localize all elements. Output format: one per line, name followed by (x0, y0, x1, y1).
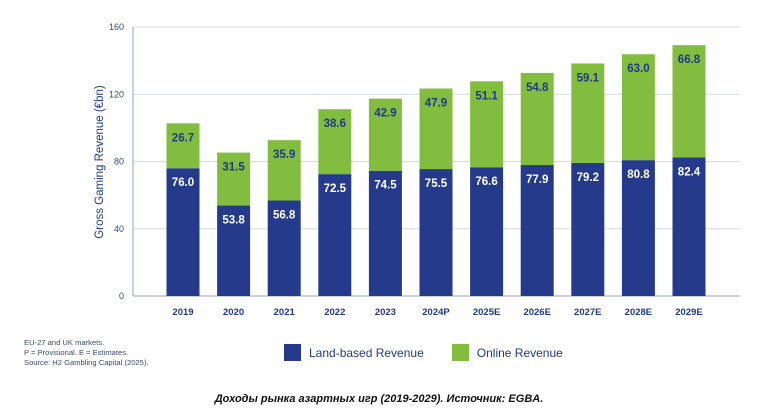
legend-label-land-based: Land-based Revenue (309, 346, 424, 360)
x-tick-label: 2023 (375, 307, 396, 318)
y-axis-ticks: 0 40 80 120 160 (109, 22, 124, 301)
legend-item-land-based: Land-based Revenue (284, 344, 424, 361)
data-label: 72.5 (324, 183, 347, 195)
legend-swatch-online (452, 344, 469, 361)
data-label: 35.9 (273, 149, 295, 161)
data-label: 74.5 (374, 180, 397, 192)
data-label: 66.8 (678, 54, 701, 66)
data-label: 77.9 (526, 174, 548, 186)
y-tick-label: 40 (114, 224, 124, 234)
y-axis-label: Gross Gaming Revenue (€bn) (94, 85, 106, 239)
bar-online (217, 153, 250, 206)
x-tick-label: 2028E (625, 307, 652, 318)
chart-notes: EU-27 and UK markets. P = Provisional. E… (24, 338, 149, 368)
y-tick-label: 80 (114, 157, 124, 167)
x-tick-label: 2024P (422, 307, 450, 318)
bars (167, 45, 706, 296)
x-tick-label: 2029E (675, 307, 702, 318)
data-label: 38.6 (324, 118, 346, 130)
data-label: 79.2 (577, 172, 599, 184)
data-label: 26.7 (172, 132, 194, 144)
data-label: 54.8 (526, 82, 549, 94)
data-label: 56.8 (273, 210, 296, 222)
data-label: 42.9 (374, 108, 396, 120)
x-axis-ticks: 2019 2020 2021 2022 2023 2024P 2025E 2026E 2027E… (172, 307, 702, 318)
stacked-bar-chart: 0 40 80 120 160 76.0 26.7 53.8 31.5 56.8 35.9 72.5… (0, 0, 758, 340)
x-tick-label: 2021 (274, 307, 296, 318)
note-markets: EU-27 and UK markets. (24, 338, 149, 348)
x-tick-label: 2020 (223, 307, 244, 318)
note-source: Source: H2 Gambling Capital (2025). (24, 358, 149, 368)
data-label: 82.4 (678, 166, 701, 178)
note-provisional: P = Provisional. E = Estimates. (24, 348, 149, 358)
data-label: 31.5 (222, 162, 245, 174)
data-label: 53.8 (222, 215, 245, 227)
x-tick-label: 2022 (324, 307, 345, 318)
data-label: 47.9 (425, 98, 447, 110)
legend-label-online: Online Revenue (477, 346, 563, 360)
y-tick-label: 0 (119, 291, 124, 301)
data-label: 51.1 (475, 90, 498, 102)
x-tick-label: 2026E (523, 307, 550, 318)
data-label: 63.0 (627, 63, 649, 75)
legend-item-online: Online Revenue (452, 344, 563, 361)
data-label: 75.5 (425, 178, 448, 190)
x-tick-label: 2025E (473, 307, 500, 318)
legend: Land-based Revenue Online Revenue (284, 344, 591, 361)
data-label: 76.0 (172, 177, 194, 189)
x-tick-label: 2027E (574, 307, 601, 318)
figure-caption: Доходы рынка азартных игр (2019-2029). И… (0, 393, 758, 405)
data-label: 76.6 (475, 176, 497, 188)
y-tick-label: 160 (109, 22, 124, 32)
x-tick-label: 2019 (172, 307, 193, 318)
y-tick-label: 120 (109, 89, 124, 99)
data-label: 59.1 (577, 72, 600, 84)
legend-swatch-land-based (284, 344, 301, 361)
data-label: 80.8 (627, 169, 650, 181)
bar-online (167, 123, 200, 168)
